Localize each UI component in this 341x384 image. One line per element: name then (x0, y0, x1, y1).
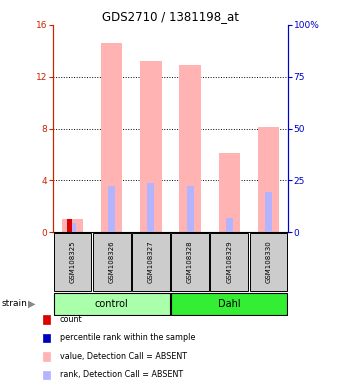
Bar (140, 61, 162, 232)
Bar (62, 219, 83, 232)
FancyBboxPatch shape (54, 293, 170, 315)
Text: GSM108329: GSM108329 (226, 241, 232, 283)
Text: control: control (95, 299, 129, 309)
Text: GSM108328: GSM108328 (187, 241, 193, 283)
Bar (258, 127, 279, 232)
Bar (108, 186, 115, 232)
Bar (67, 219, 72, 232)
Bar (147, 183, 154, 232)
Text: GSM108325: GSM108325 (70, 241, 75, 283)
Text: Dahl: Dahl (218, 299, 241, 309)
Text: percentile rank within the sample: percentile rank within the sample (60, 333, 195, 343)
FancyBboxPatch shape (132, 233, 170, 291)
Text: GSM108326: GSM108326 (109, 241, 115, 283)
Text: GSM108330: GSM108330 (266, 241, 271, 283)
FancyBboxPatch shape (210, 233, 248, 291)
FancyBboxPatch shape (171, 233, 209, 291)
FancyBboxPatch shape (54, 233, 91, 291)
FancyBboxPatch shape (171, 293, 287, 315)
Text: GDS2710 / 1381198_at: GDS2710 / 1381198_at (102, 10, 239, 23)
Text: strain: strain (2, 299, 28, 308)
Bar (226, 218, 233, 232)
Text: count: count (60, 315, 82, 324)
Text: GSM108327: GSM108327 (148, 241, 154, 283)
Bar (69, 223, 76, 232)
Bar (219, 153, 240, 232)
Text: ▶: ▶ (28, 299, 36, 309)
Bar (265, 192, 272, 232)
Bar (187, 186, 194, 232)
Bar (101, 43, 122, 232)
FancyBboxPatch shape (93, 233, 131, 291)
Text: rank, Detection Call = ABSENT: rank, Detection Call = ABSENT (60, 370, 183, 379)
Text: value, Detection Call = ABSENT: value, Detection Call = ABSENT (60, 352, 187, 361)
FancyBboxPatch shape (250, 233, 287, 291)
Bar (179, 65, 201, 232)
